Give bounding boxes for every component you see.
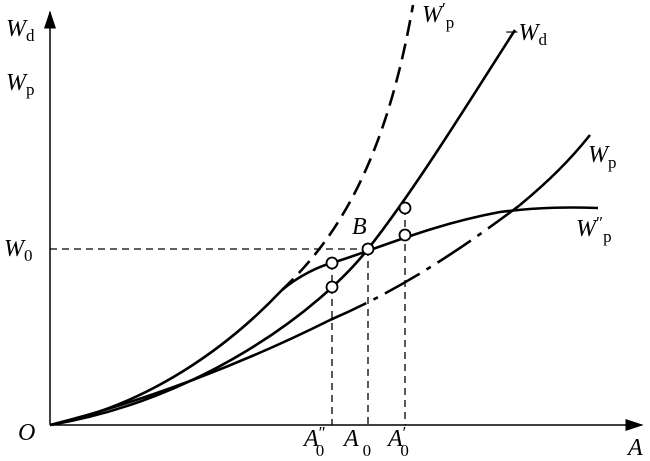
label-prime: ′ (442, 0, 446, 18)
point (361, 242, 375, 256)
x-mark-label: A″ 0 (302, 423, 326, 460)
curve-wp (519, 134, 592, 206)
point (325, 256, 339, 270)
label-sub: 0 (316, 441, 325, 460)
curve-wp (329, 203, 521, 322)
point (325, 280, 339, 294)
label-prime: ′ (403, 423, 407, 442)
curve-label: −Wd (505, 20, 548, 49)
curve-wp (49, 318, 331, 427)
label-main: W (519, 20, 541, 46)
x-mark-label: A′ 0 (386, 423, 409, 460)
point (398, 228, 412, 242)
label-sub: 0 (363, 441, 372, 460)
label-main: W (576, 216, 598, 242)
curve-wp-prime (281, 4, 415, 291)
label-main: A (302, 426, 319, 452)
label-sub: d (539, 30, 548, 49)
label-prime: ″ (596, 213, 603, 232)
point-label: B (352, 214, 367, 240)
label-sub: 0 (400, 441, 409, 460)
label-sub: d (26, 26, 35, 45)
axis-label: Wp (6, 70, 35, 99)
label-prime: ″ (319, 423, 326, 442)
axis-label: Wd (6, 16, 35, 45)
curve-wp-double-prime (281, 206, 599, 291)
label-sub: p (608, 153, 617, 172)
axis-label: A (626, 435, 643, 461)
label-main: A (386, 426, 403, 452)
label-main: A (342, 426, 359, 452)
label-main: W (588, 142, 610, 168)
label-sub: p (603, 227, 612, 246)
point (398, 201, 412, 215)
label-sub: 0 (24, 246, 33, 265)
origin-label: O (18, 420, 35, 446)
label-main: W (6, 16, 28, 42)
label-sub: p (446, 13, 455, 32)
label-minus: − (505, 20, 519, 46)
level-label: W0 (4, 236, 33, 265)
label-sub: p (26, 80, 35, 99)
curve-label: Wp (588, 142, 617, 172)
curve-label: W′p (422, 0, 454, 32)
label-main: W (4, 236, 26, 262)
curve-wd (49, 29, 517, 427)
label-main: W (422, 2, 444, 28)
curve-label: W″p (576, 213, 612, 246)
label-main: W (6, 70, 28, 96)
